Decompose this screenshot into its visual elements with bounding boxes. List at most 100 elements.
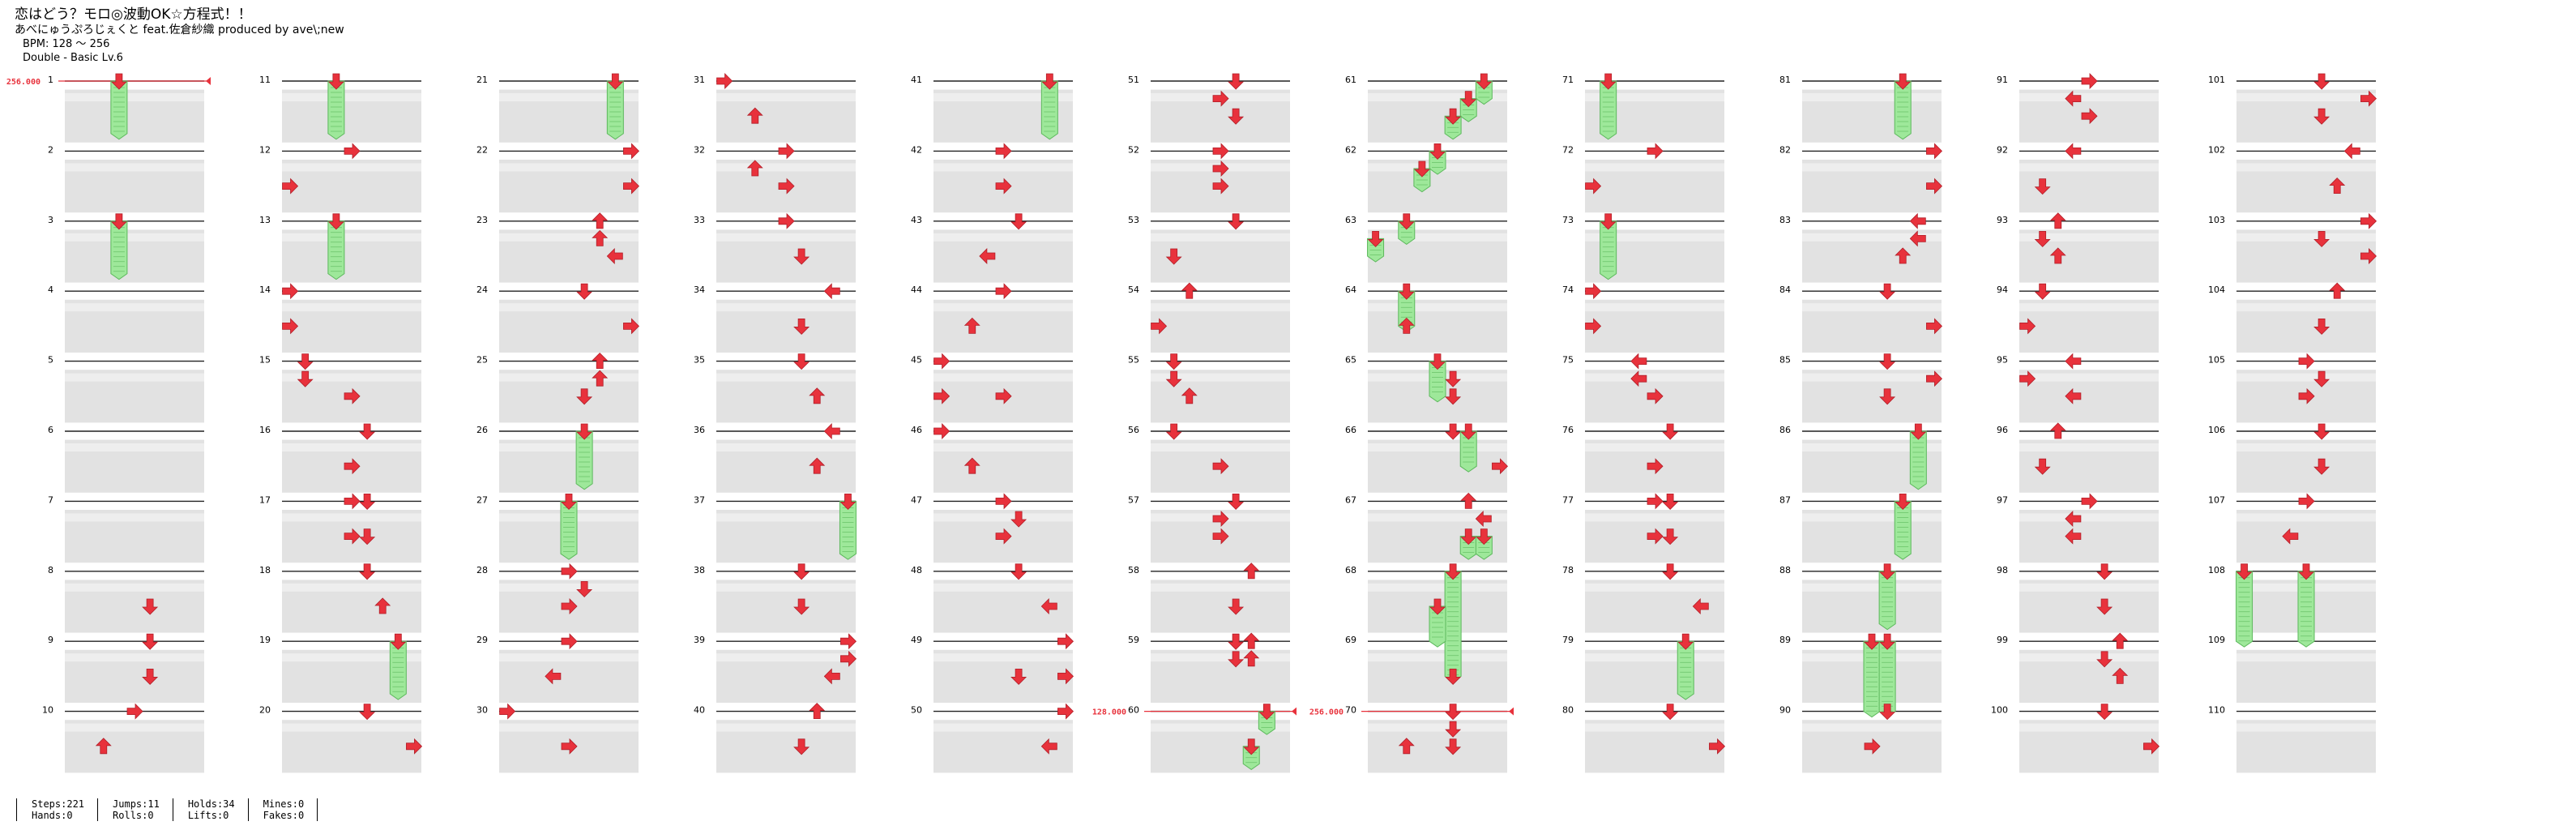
arrow-glyph — [1212, 511, 1229, 527]
arrow-glyph — [1228, 108, 1245, 125]
measure-47: 47 — [911, 494, 1073, 563]
hold-body — [1600, 80, 1617, 140]
measure-77: 77 — [1562, 494, 1724, 563]
measure-number: 76 — [1562, 425, 1574, 435]
song-header: 恋はどう？モロ◎波動OK☆方程式！！ あべにゅうぷろじぇくと feat.佐倉紗織… — [15, 6, 344, 65]
arrow-glyph — [2096, 704, 2113, 721]
beat-band — [65, 264, 204, 283]
arrow-note — [1492, 458, 1509, 475]
arrow-glyph — [2313, 318, 2330, 335]
beat-band — [2019, 685, 2159, 703]
arrow-glyph — [1228, 651, 1245, 668]
arrow-note — [359, 494, 376, 510]
stat-hands: Hands:0 — [32, 810, 73, 821]
arrow-glyph — [623, 178, 640, 195]
beat-band — [1585, 545, 1724, 563]
arrow-note — [1879, 353, 1896, 370]
beat-band — [65, 737, 204, 755]
arrow-note — [1429, 353, 1446, 370]
arrow-note — [1662, 704, 1679, 721]
beat-band — [1802, 404, 1942, 423]
beat-band — [933, 335, 1073, 353]
beat-band — [716, 443, 856, 451]
measure-number: 71 — [1562, 75, 1574, 85]
beat-band — [1368, 317, 1507, 336]
beat-band — [1585, 685, 1724, 703]
beat-band — [1585, 474, 1724, 493]
arrow-glyph — [1445, 423, 1462, 440]
measure-number: 49 — [911, 635, 922, 645]
arrow-note — [374, 597, 391, 614]
beat-band — [716, 474, 856, 493]
arrow-note — [359, 563, 376, 580]
beat-band — [1151, 335, 1290, 353]
arrow-note — [1212, 458, 1229, 475]
arrow-note — [1010, 563, 1027, 580]
arrow-glyph — [995, 528, 1012, 545]
beat-band — [1585, 513, 1724, 522]
beat-band — [1151, 597, 1290, 615]
arrow-glyph — [1228, 73, 1245, 90]
arrow-note — [344, 493, 361, 510]
measure-30: 30 — [476, 705, 639, 773]
arrow-note — [1398, 213, 1415, 230]
beat-band — [65, 583, 204, 592]
hold-note — [1475, 73, 1493, 105]
arrow-glyph — [576, 423, 593, 440]
arrow-note — [1910, 423, 1927, 440]
arrow-note — [2298, 493, 2315, 510]
arrow-glyph — [2065, 387, 2082, 404]
arrow-note — [1445, 423, 1462, 440]
hold-body — [1459, 430, 1477, 473]
beat-band — [1585, 597, 1724, 615]
measure-number: 54 — [1128, 285, 1139, 295]
hold-body — [1429, 361, 1446, 403]
measure-number: 93 — [1997, 215, 2008, 225]
arrow-note — [1600, 213, 1617, 230]
beat-band — [1368, 723, 1507, 732]
hold-note — [327, 213, 345, 280]
beat-band — [499, 387, 639, 405]
measure-number: 37 — [694, 494, 705, 505]
beat-band — [2236, 667, 2376, 686]
arrow-glyph — [1228, 213, 1245, 230]
beat-band — [1802, 755, 1942, 773]
hold-note — [1894, 73, 1912, 140]
beat-band — [65, 597, 204, 615]
beat-band — [1151, 474, 1290, 493]
beat-band — [65, 177, 204, 195]
beat-band — [1151, 387, 1290, 405]
arrow-note — [1212, 90, 1229, 107]
beat-band — [282, 474, 421, 493]
arrow-note — [1909, 212, 1926, 229]
arrow-glyph — [1040, 738, 1057, 755]
arrow-glyph — [933, 423, 951, 439]
arrow-glyph — [576, 283, 593, 300]
arrow-glyph — [1212, 90, 1229, 107]
arrow-note — [2081, 108, 2098, 125]
arrow-glyph — [561, 563, 578, 580]
arrow-glyph — [746, 107, 763, 124]
arrow-glyph — [1647, 528, 1664, 545]
beat-band — [65, 443, 204, 451]
beat-band — [499, 124, 639, 143]
beat-band — [933, 264, 1073, 283]
measure-number: 3 — [48, 215, 53, 225]
arrow-note — [1926, 143, 1943, 160]
measure-number: 19 — [259, 635, 271, 645]
chart-canvas: 1234567891011121314151617181920212223242… — [6, 73, 2377, 773]
arrow-glyph — [2112, 667, 2129, 684]
beat-band — [933, 443, 1073, 451]
measure-number: 92 — [1997, 144, 2008, 155]
beat-band — [1585, 233, 1724, 242]
beat-band — [1151, 264, 1290, 283]
beat-band — [716, 545, 856, 563]
arrow-note — [2313, 423, 2330, 440]
beat-band — [282, 373, 421, 382]
arrow-note — [297, 370, 314, 387]
measure-9: 9 — [48, 635, 204, 703]
arrow-glyph — [979, 248, 996, 264]
measure-number: 31 — [694, 75, 705, 85]
hold-note — [1444, 563, 1462, 683]
arrow-note — [1879, 388, 1896, 405]
